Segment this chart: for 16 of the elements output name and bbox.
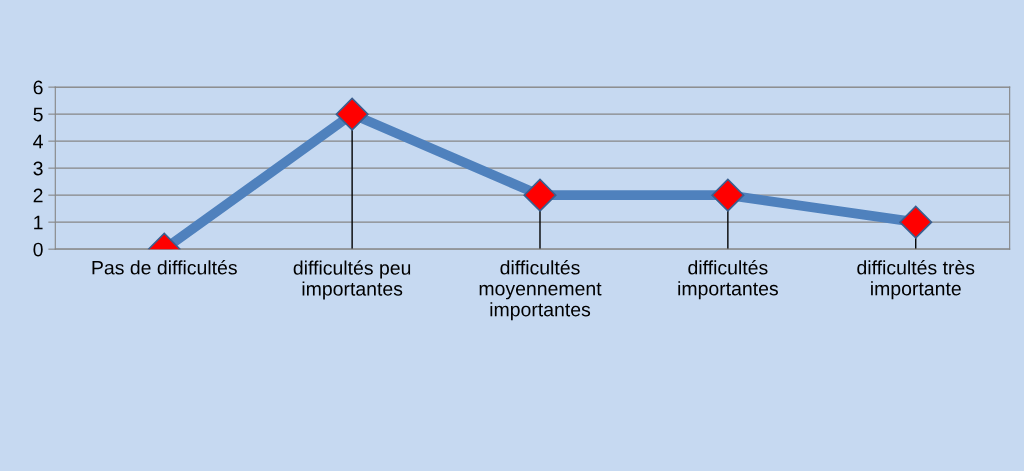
point (335, 97, 369, 131)
x-tick-label: difficultés peu importantes (293, 260, 411, 300)
point (899, 205, 933, 239)
x-tick-label: difficultés très importante (857, 260, 975, 300)
y-tick-label: 5 (33, 107, 43, 122)
y-tick-label: 4 (33, 134, 43, 149)
point (711, 178, 745, 212)
x-tick-label: Pas de difficultés (92, 260, 237, 275)
y-tick-label: 1 (34, 215, 43, 230)
x-tick-label: difficultés importantes (678, 260, 778, 300)
y-tick-label: 2 (33, 188, 43, 203)
x-tick-label: difficultés moyennement importantes (479, 260, 602, 321)
y-tick-label: 3 (33, 161, 43, 176)
y-tick-label: 0 (33, 242, 43, 257)
point (523, 178, 557, 212)
y-tick-label: 6 (33, 80, 43, 95)
